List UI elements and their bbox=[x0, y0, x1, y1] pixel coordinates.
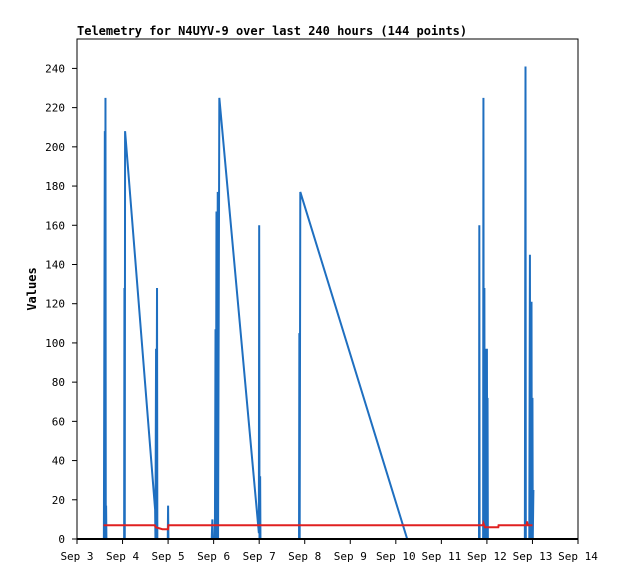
y-tick-label: 180 bbox=[45, 180, 65, 193]
series-line-red-series bbox=[103, 519, 533, 531]
y-tick-label: 160 bbox=[45, 219, 65, 232]
y-tick-label: 80 bbox=[52, 376, 65, 389]
y-tick-label: 60 bbox=[52, 415, 65, 428]
chart-title: Telemetry for N4UYV-9 over last 240 hour… bbox=[77, 24, 467, 38]
x-tick-label: Sep 8 bbox=[288, 550, 321, 563]
y-tick-label: 120 bbox=[45, 298, 65, 311]
y-tick-label: 40 bbox=[52, 455, 65, 468]
x-tick-label: Sep 10 bbox=[376, 550, 416, 563]
y-axis-label: Values bbox=[25, 267, 39, 310]
x-tick-label: Sep 7 bbox=[243, 550, 276, 563]
x-tick-label: Sep 9 bbox=[334, 550, 367, 563]
x-tick-label: Sep 13 bbox=[513, 550, 553, 563]
x-tick-label: Sep 5 bbox=[152, 550, 185, 563]
y-tick-label: 220 bbox=[45, 102, 65, 115]
x-tick-label: Sep 4 bbox=[106, 550, 139, 563]
x-tick-label: Sep 12 bbox=[467, 550, 507, 563]
y-tick-label: 20 bbox=[52, 494, 65, 507]
y-tick-label: 200 bbox=[45, 141, 65, 154]
plot-area: 0 20 40 60 80 100 120 140 160 180 200 220 240 Sep 3 Se… bbox=[45, 38, 598, 563]
y-tick-label: 140 bbox=[45, 258, 65, 271]
y-tick-label: 100 bbox=[45, 337, 65, 350]
x-tick-label: Sep 14 bbox=[558, 550, 598, 563]
x-tick-label: Sep 6 bbox=[197, 550, 230, 563]
y-tick-label: 0 bbox=[58, 533, 65, 546]
x-tick-label: Sep 3 bbox=[60, 550, 93, 563]
x-tick-label: Sep 11 bbox=[421, 550, 461, 563]
y-tick-label: 240 bbox=[45, 62, 65, 75]
